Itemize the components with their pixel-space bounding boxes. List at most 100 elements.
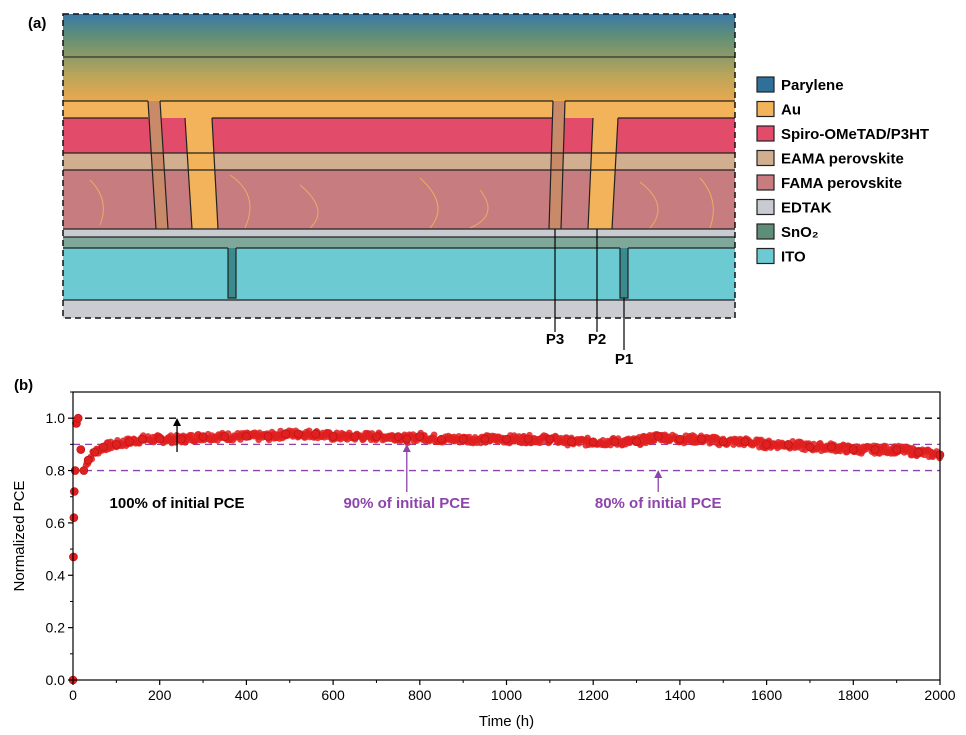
series-point-35 bbox=[546, 435, 554, 443]
series-point-23 bbox=[312, 430, 320, 438]
series-point-48 bbox=[828, 443, 836, 451]
series-point-33 bbox=[503, 435, 511, 443]
legend-swatch-7 bbox=[757, 249, 774, 264]
x-tick-label-4: 800 bbox=[408, 687, 432, 703]
series-point-45 bbox=[763, 440, 771, 448]
legend: Parylene Au Spiro-OMeTAD/P3HT EAMA perovski… bbox=[757, 77, 929, 266]
series-point-12 bbox=[112, 440, 120, 448]
annotation-arrowhead-0 bbox=[173, 418, 181, 426]
y-tick-label-4: 0.8 bbox=[46, 463, 66, 479]
x-tick-label-8: 1600 bbox=[751, 687, 782, 703]
series-point-2 bbox=[70, 514, 78, 522]
series-point-37 bbox=[589, 438, 597, 446]
series-point-13 bbox=[125, 438, 133, 446]
series-point-19 bbox=[242, 433, 250, 441]
annotation-text-2: 80% of initial PCE bbox=[595, 495, 722, 512]
panel-a-label: (a) bbox=[28, 15, 46, 32]
legend-label-5: EDTAK bbox=[781, 200, 832, 217]
series-point-52 bbox=[914, 448, 922, 456]
y-axis-label: Normalized PCE bbox=[11, 481, 28, 592]
series-point-46 bbox=[784, 440, 792, 448]
ito-layer bbox=[63, 248, 735, 300]
series-point-49 bbox=[849, 446, 857, 454]
panel-b-label: (b) bbox=[14, 377, 33, 394]
label-p2: P2 bbox=[588, 331, 606, 348]
series-point-9 bbox=[84, 456, 92, 464]
series-point-26 bbox=[372, 433, 380, 441]
series-point-24 bbox=[329, 433, 337, 441]
legend-label-4: FAMA perovskite bbox=[781, 175, 902, 192]
series-point-20 bbox=[264, 433, 272, 441]
spiro-layer bbox=[63, 118, 735, 153]
series-point-29 bbox=[416, 433, 424, 441]
series-point-41 bbox=[676, 435, 684, 443]
x-tick-label-2: 400 bbox=[235, 687, 259, 703]
y-tick-label-0: 0.0 bbox=[46, 672, 66, 688]
legend-swatch-3 bbox=[757, 151, 774, 166]
series-point-18 bbox=[221, 433, 229, 441]
series-point-10 bbox=[91, 448, 99, 456]
panel-a: (a) bbox=[28, 14, 929, 368]
x-tick-label-5: 1000 bbox=[491, 687, 522, 703]
series-point-31 bbox=[459, 435, 467, 443]
series-point-22 bbox=[294, 430, 302, 438]
legend-swatch-6 bbox=[757, 224, 774, 239]
y-tick-label-3: 0.6 bbox=[46, 515, 66, 531]
legend-label-0: Parylene bbox=[781, 77, 844, 94]
device-schematic bbox=[63, 14, 735, 318]
legend-label-3: EAMA perovskite bbox=[781, 151, 904, 168]
pce-chart: 0 200 400 600 800 1000 1200 1400 1600 1800 2000 0.0… bbox=[11, 392, 956, 730]
annotation-arrowhead-2 bbox=[654, 470, 662, 478]
series-point-50 bbox=[871, 446, 879, 454]
y-tick-label-1: 0.2 bbox=[46, 620, 66, 636]
legend-swatch-0 bbox=[757, 77, 774, 92]
series-point-3 bbox=[70, 487, 78, 495]
legend-label-6: SnO₂ bbox=[781, 224, 819, 241]
series-point-7 bbox=[77, 446, 85, 454]
series-point-28 bbox=[403, 435, 411, 443]
label-p1: P1 bbox=[615, 351, 633, 368]
legend-swatch-2 bbox=[757, 126, 774, 141]
legend-label-2: Spiro-OMeTAD/P3HT bbox=[781, 126, 929, 143]
series-point-47 bbox=[806, 443, 814, 451]
x-tick-label-0: 0 bbox=[69, 687, 77, 703]
series-point-25 bbox=[351, 433, 359, 441]
edtak-layer bbox=[63, 229, 735, 237]
legend-label-7: ITO bbox=[781, 249, 806, 266]
annotation-text-0: 100% of initial PCE bbox=[110, 495, 245, 512]
series-point-42 bbox=[698, 435, 706, 443]
series-point-44 bbox=[741, 438, 749, 446]
x-tick-label-6: 1200 bbox=[578, 687, 609, 703]
series-point-43 bbox=[719, 438, 727, 446]
p1-scribe-left bbox=[228, 248, 236, 298]
series-point-38 bbox=[611, 438, 619, 446]
series-point-27 bbox=[394, 433, 402, 441]
y-tick-label-5: 1.0 bbox=[46, 410, 66, 426]
series-point-36 bbox=[568, 438, 576, 446]
legend-label-1: Au bbox=[781, 102, 801, 119]
legend-swatch-5 bbox=[757, 200, 774, 215]
legend-swatch-1 bbox=[757, 102, 774, 117]
annotation-text-1: 90% of initial PCE bbox=[343, 495, 470, 512]
series-point-16 bbox=[177, 435, 185, 443]
au-layer bbox=[63, 101, 735, 118]
series-point-39 bbox=[633, 438, 641, 446]
series-point-34 bbox=[524, 435, 532, 443]
x-tick-label-7: 1400 bbox=[664, 687, 695, 703]
x-axis-label: Time (h) bbox=[479, 713, 534, 730]
p1-scribe-right bbox=[620, 248, 628, 298]
series-point-8 bbox=[80, 467, 88, 475]
series-point-40 bbox=[654, 433, 662, 441]
series-point-17 bbox=[199, 433, 207, 441]
panel-b: (b) 0 200 400 600 800 1000 1200 1400 1600 1800 200… bbox=[11, 377, 956, 730]
label-p3: P3 bbox=[546, 331, 564, 348]
sno2-layer bbox=[63, 237, 735, 248]
legend-swatch-4 bbox=[757, 175, 774, 190]
series-point-6 bbox=[74, 414, 82, 422]
series-point-32 bbox=[481, 435, 489, 443]
glass-layer bbox=[63, 300, 735, 318]
series-point-21 bbox=[281, 430, 289, 438]
series-point-30 bbox=[437, 435, 445, 443]
series-point-11 bbox=[99, 443, 107, 451]
